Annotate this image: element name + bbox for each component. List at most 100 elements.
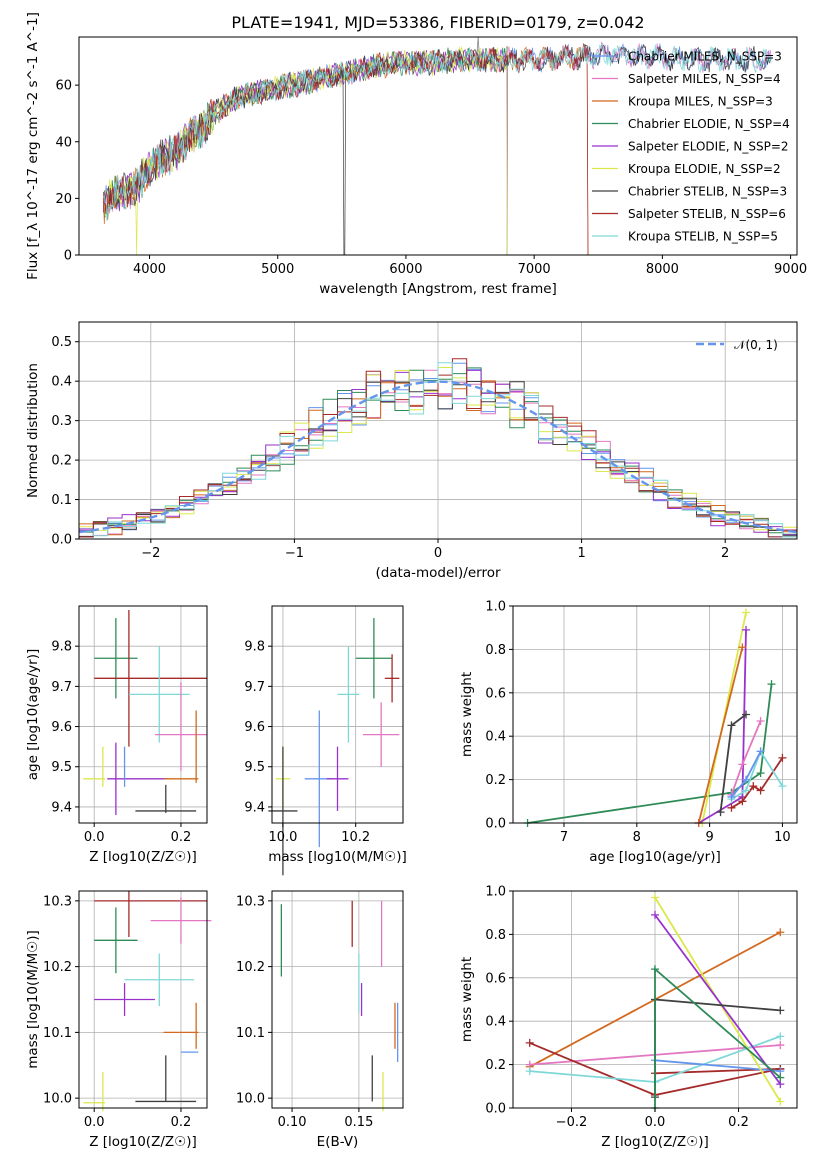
normal-curve	[78, 380, 798, 534]
y-axis-label: mass weight	[459, 672, 475, 757]
y-tick-label: 0.8	[485, 643, 506, 658]
y-tick-label: 60	[55, 79, 72, 94]
chart-spectrum: Chabrier MILES, N_SSP=3 Salpeter MILES, N…	[25, 12, 807, 297]
y-tick-label: 1.0	[485, 885, 506, 900]
weight-marker	[749, 782, 758, 791]
x-tick-label: 10.2	[341, 830, 370, 845]
x-tick-label: 0.0	[84, 830, 105, 845]
y-tick-label: 9.5	[51, 760, 72, 775]
weight-marker	[776, 1041, 785, 1050]
y-tick-label: 0.5	[51, 335, 72, 350]
weight-marker	[738, 797, 747, 806]
y-tick-label: 9.6	[51, 720, 72, 735]
y-tick-label: 0	[64, 249, 72, 264]
weight-line-5	[654, 1059, 781, 1072]
y-tick-label: 40	[55, 135, 72, 150]
y-tick-label: 9.4	[51, 800, 72, 815]
chart-age-vs-Z: 0.0 0.2 9.4 9.5 9.6 9.7 9.8 Z [log10(Z/Z☉)] age …	[25, 605, 208, 865]
weight-marker	[651, 965, 659, 974]
y-tick-label: 9.5	[244, 760, 265, 775]
legend-label: Chabrier STELIB, N_SSP=3	[628, 185, 787, 199]
weight-marker	[767, 680, 776, 689]
weight-marker	[776, 1006, 785, 1015]
x-tick-label: 0.2	[728, 1115, 749, 1130]
weight-marker	[727, 721, 736, 730]
plot-frame	[78, 605, 208, 824]
weight-marker	[716, 808, 725, 817]
chart-mass-vs-ebv: 0.10 0.15 10.0 10.1 10.2 10.3 E(B-V)	[236, 890, 404, 1150]
y-tick-label: 0.1	[51, 493, 72, 508]
x-tick-label: 7	[560, 830, 568, 845]
y-tick-label: 9.7	[51, 680, 72, 695]
legend-label: Kroupa STELIB, N_SSP=5	[628, 230, 778, 244]
weight-marker	[742, 608, 751, 617]
x-tick-label: 0	[434, 546, 442, 561]
x-tick-label: 8	[633, 830, 641, 845]
y-tick-label: 1.0	[485, 600, 506, 615]
y-tick-label: 9.8	[244, 640, 265, 655]
y-tick-label: 9.6	[244, 720, 265, 735]
legend-label: Salpeter MILES, N_SSP=4	[628, 72, 781, 86]
weight-marker	[738, 760, 747, 769]
weight-marker	[525, 1038, 534, 1047]
weight-marker	[776, 1097, 785, 1106]
x-tick-label: 0.2	[171, 830, 192, 845]
x-tick-label: 9	[705, 830, 713, 845]
weight-line-7	[654, 914, 782, 1085]
y-tick-label: 0.0	[485, 817, 506, 832]
x-tick-label: 10	[774, 830, 791, 845]
y-tick-label: 0.2	[485, 1058, 506, 1073]
legend-label: Chabrier MILES, N_SSP=3	[628, 50, 782, 64]
y-axis-label: Flux [f_λ 10^-17 erg cm^-2 s^-1 A^-1]	[25, 12, 41, 280]
y-tick-label: 0.0	[485, 1102, 506, 1117]
y-tick-label: 9.7	[244, 680, 265, 695]
y-axis-label: age [log10(age/yr)]	[25, 649, 41, 781]
spectrum-line-6	[103, 43, 772, 255]
x-axis-label: Z [log10(Z/Z☉)]	[89, 1134, 197, 1150]
legend-label: Kroupa MILES, N_SSP=3	[628, 95, 773, 109]
residual-histogram-8	[79, 362, 797, 538]
plot-frame	[78, 36, 798, 256]
y-tick-label: 10.3	[43, 894, 72, 909]
y-tick-label: 9.8	[51, 640, 72, 655]
y-tick-label: 10.2	[236, 960, 265, 975]
y-tick-label: 20	[55, 192, 72, 207]
legend-label: Kroupa ELODIE, N_SSP=2	[628, 162, 781, 176]
y-tick-label: 0.6	[485, 971, 506, 986]
weight-marker	[742, 786, 751, 795]
x-tick-label: −1	[285, 546, 304, 561]
legend-label: Chabrier ELODIE, N_SSP=4	[628, 117, 790, 131]
x-tick-label: 0.0	[84, 1115, 105, 1130]
chart-age-vs-mass: 10.0 10.2 9.4 9.5 9.6 9.7 9.8 mass [log10(M/M☉)…	[244, 605, 407, 876]
weight-marker	[742, 625, 751, 634]
y-tick-label: 0.4	[485, 1015, 506, 1030]
plot-frame	[271, 890, 404, 1109]
y-axis-label: mass weight	[459, 957, 475, 1042]
chart-weight-vs-Z: −0.2 0.0 0.2 0.0 0.2 0.4 0.6 0.8 1.0 Z [log10(Z/Z…	[459, 885, 798, 1150]
x-tick-label: 6000	[389, 262, 422, 277]
weight-marker	[776, 1032, 785, 1041]
y-tick-label: 0.0	[51, 533, 72, 548]
x-axis-label: Z [log10(Z/Z☉)]	[89, 849, 197, 865]
weight-marker	[738, 643, 747, 652]
x-tick-label: −2	[141, 546, 160, 561]
x-tick-label: 2	[721, 546, 729, 561]
legend: Chabrier MILES, N_SSP=3 Salpeter MILES, N…	[592, 50, 790, 244]
x-tick-label: 5000	[261, 262, 294, 277]
weight-marker	[778, 782, 787, 791]
weight-line-3	[697, 646, 744, 824]
plot-frame	[78, 890, 208, 1109]
chart-title: PLATE=1941, MJD=53386, FIBERID=0179, z=0…	[231, 13, 644, 32]
weight-marker	[651, 893, 659, 902]
x-axis-label: E(B-V)	[317, 1134, 359, 1150]
x-tick-label: 0.2	[171, 1115, 192, 1130]
y-tick-label: 0.2	[485, 773, 506, 788]
weight-marker	[651, 910, 659, 919]
weight-marker	[756, 747, 765, 756]
weight-marker	[756, 786, 765, 795]
x-tick-label: 0.0	[645, 1115, 666, 1130]
y-tick-label: 0.6	[485, 686, 506, 701]
x-axis-label: mass [log10(M/M☉)]	[268, 849, 407, 865]
x-tick-label: 9000	[774, 262, 807, 277]
weight-marker	[742, 710, 751, 719]
